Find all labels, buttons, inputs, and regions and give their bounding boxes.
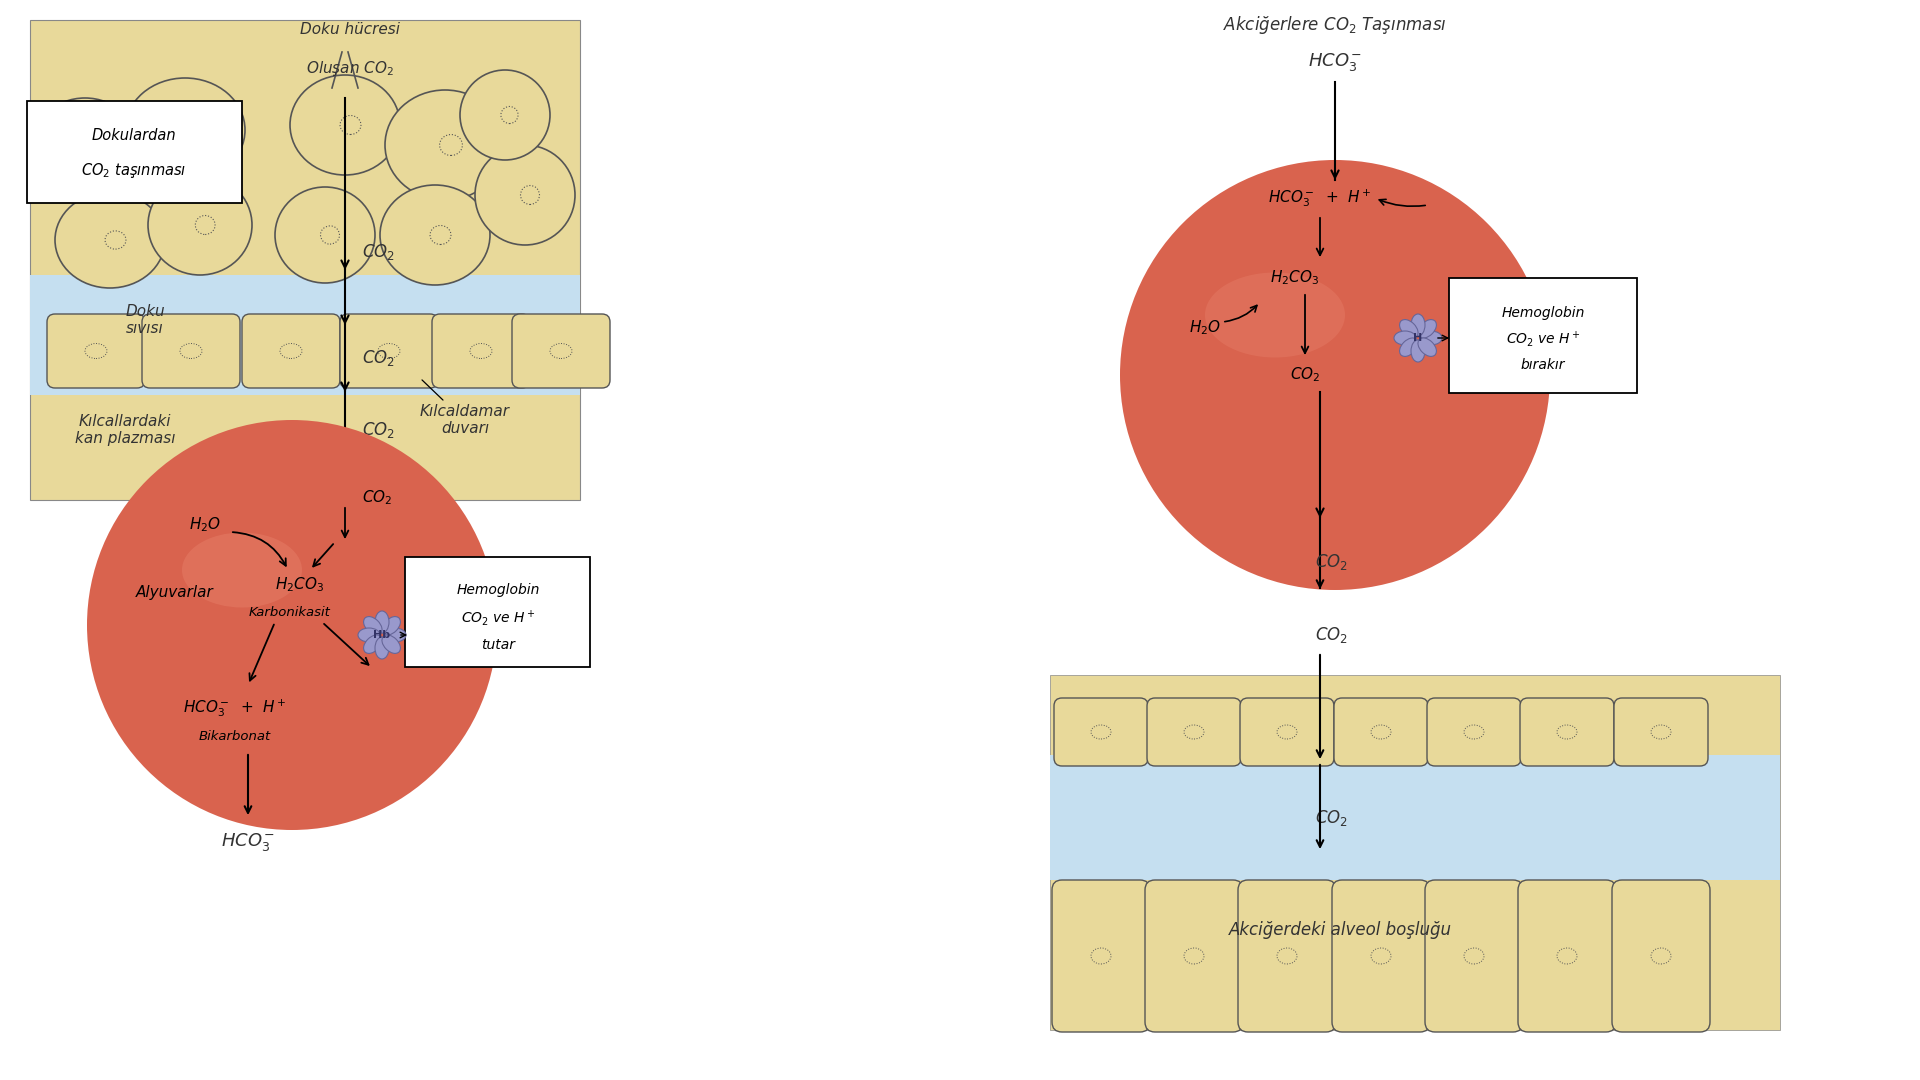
Text: Hemoglobin: Hemoglobin xyxy=(1501,306,1584,320)
FancyBboxPatch shape xyxy=(513,314,611,388)
FancyBboxPatch shape xyxy=(1425,880,1523,1032)
Text: H: H xyxy=(1413,333,1423,343)
FancyBboxPatch shape xyxy=(340,314,438,388)
FancyBboxPatch shape xyxy=(1334,698,1428,766)
FancyBboxPatch shape xyxy=(1332,880,1430,1032)
Text: Doku hücresi: Doku hücresi xyxy=(300,23,399,38)
Text: CO$_2$: CO$_2$ xyxy=(1315,625,1348,645)
Text: Dokulardan: Dokulardan xyxy=(92,127,177,143)
Ellipse shape xyxy=(275,187,374,283)
Ellipse shape xyxy=(1394,330,1417,345)
Ellipse shape xyxy=(1411,340,1425,362)
Text: Akciğerlere CO$_2$ Taşınması: Akciğerlere CO$_2$ Taşınması xyxy=(1223,14,1448,36)
Text: HCO$_3^-$: HCO$_3^-$ xyxy=(221,831,275,853)
Text: CO$_2$: CO$_2$ xyxy=(363,348,396,368)
Ellipse shape xyxy=(31,98,140,202)
Ellipse shape xyxy=(86,420,497,831)
Text: CO$_2$ ve H$^+$: CO$_2$ ve H$^+$ xyxy=(461,608,536,627)
FancyBboxPatch shape xyxy=(1519,880,1617,1032)
Text: Alyuvarlar: Alyuvarlar xyxy=(136,584,213,599)
Ellipse shape xyxy=(56,192,165,288)
FancyBboxPatch shape xyxy=(1521,698,1615,766)
Text: CO$_2$: CO$_2$ xyxy=(363,488,392,508)
FancyBboxPatch shape xyxy=(31,275,580,395)
Text: HCO$_3^-$: HCO$_3^-$ xyxy=(1308,51,1361,73)
Text: Bikarbonat: Bikarbonat xyxy=(200,729,271,743)
Text: tutar: tutar xyxy=(482,638,515,652)
Ellipse shape xyxy=(474,145,574,245)
FancyBboxPatch shape xyxy=(142,314,240,388)
Text: CO$_2$: CO$_2$ xyxy=(1315,808,1348,828)
Ellipse shape xyxy=(380,185,490,285)
Text: H$_2$O: H$_2$O xyxy=(188,515,221,535)
Text: H$_2$CO$_3$: H$_2$CO$_3$ xyxy=(1271,269,1319,287)
Text: Akciğerdeki alveol boşluğu: Akciğerdeki alveol boşluğu xyxy=(1229,921,1452,939)
Ellipse shape xyxy=(386,90,505,200)
Ellipse shape xyxy=(1411,314,1425,336)
Text: H$_2$O: H$_2$O xyxy=(1188,319,1221,337)
Text: CO$_2$: CO$_2$ xyxy=(1315,552,1348,572)
FancyBboxPatch shape xyxy=(1054,698,1148,766)
FancyBboxPatch shape xyxy=(1144,880,1242,1032)
FancyBboxPatch shape xyxy=(1238,880,1336,1032)
Ellipse shape xyxy=(363,635,382,653)
Text: CO$_2$: CO$_2$ xyxy=(363,242,396,262)
Ellipse shape xyxy=(1119,160,1549,590)
Ellipse shape xyxy=(1400,338,1419,356)
Text: CO$_2$ ve H$^+$: CO$_2$ ve H$^+$ xyxy=(1505,329,1580,349)
Ellipse shape xyxy=(148,175,252,275)
Ellipse shape xyxy=(461,70,549,160)
FancyBboxPatch shape xyxy=(1427,698,1521,766)
Text: H$_2$CO$_3$: H$_2$CO$_3$ xyxy=(275,576,324,594)
FancyBboxPatch shape xyxy=(405,557,589,667)
Ellipse shape xyxy=(374,611,390,633)
FancyBboxPatch shape xyxy=(46,314,146,388)
Ellipse shape xyxy=(125,78,246,183)
Text: HCO$_3^-$  +  H$^+$: HCO$_3^-$ + H$^+$ xyxy=(182,697,286,719)
Ellipse shape xyxy=(363,617,382,635)
Ellipse shape xyxy=(1419,338,1436,356)
Ellipse shape xyxy=(182,532,301,607)
Text: Hemoglobin: Hemoglobin xyxy=(457,583,540,597)
Text: Doku
sıvısı: Doku sıvısı xyxy=(125,303,165,336)
Ellipse shape xyxy=(1206,272,1346,357)
Text: CO$_2$: CO$_2$ xyxy=(1290,366,1321,384)
FancyBboxPatch shape xyxy=(1613,880,1711,1032)
Text: Kılcallardaki
kan plazması: Kılcallardaki kan plazması xyxy=(75,414,175,446)
Ellipse shape xyxy=(1421,330,1442,345)
FancyBboxPatch shape xyxy=(27,102,242,203)
Ellipse shape xyxy=(384,627,405,642)
Ellipse shape xyxy=(382,617,401,635)
Ellipse shape xyxy=(290,75,399,175)
FancyBboxPatch shape xyxy=(1146,698,1240,766)
Text: CO$_2$ taşınması: CO$_2$ taşınması xyxy=(81,161,186,179)
FancyBboxPatch shape xyxy=(1050,755,1780,880)
FancyBboxPatch shape xyxy=(242,314,340,388)
FancyBboxPatch shape xyxy=(432,314,530,388)
Ellipse shape xyxy=(382,635,401,653)
FancyBboxPatch shape xyxy=(1450,278,1638,393)
Ellipse shape xyxy=(1400,320,1419,338)
Ellipse shape xyxy=(1419,320,1436,338)
FancyBboxPatch shape xyxy=(1052,880,1150,1032)
Ellipse shape xyxy=(357,627,380,642)
Text: Oluşan CO$_2$: Oluşan CO$_2$ xyxy=(305,58,394,78)
Text: bırakır: bırakır xyxy=(1521,357,1565,372)
Text: Karbonikasit: Karbonikasit xyxy=(250,607,330,620)
Text: CO$_2$: CO$_2$ xyxy=(363,420,396,440)
FancyBboxPatch shape xyxy=(1050,675,1780,1030)
FancyBboxPatch shape xyxy=(1615,698,1709,766)
Text: Kılcaldamar
duvarı: Kılcaldamar duvarı xyxy=(420,404,511,436)
FancyBboxPatch shape xyxy=(1240,698,1334,766)
Text: Hb: Hb xyxy=(372,630,390,640)
Text: HCO$_3^-$  +  H$^+$: HCO$_3^-$ + H$^+$ xyxy=(1269,187,1371,208)
Ellipse shape xyxy=(374,637,390,659)
FancyBboxPatch shape xyxy=(31,21,580,500)
